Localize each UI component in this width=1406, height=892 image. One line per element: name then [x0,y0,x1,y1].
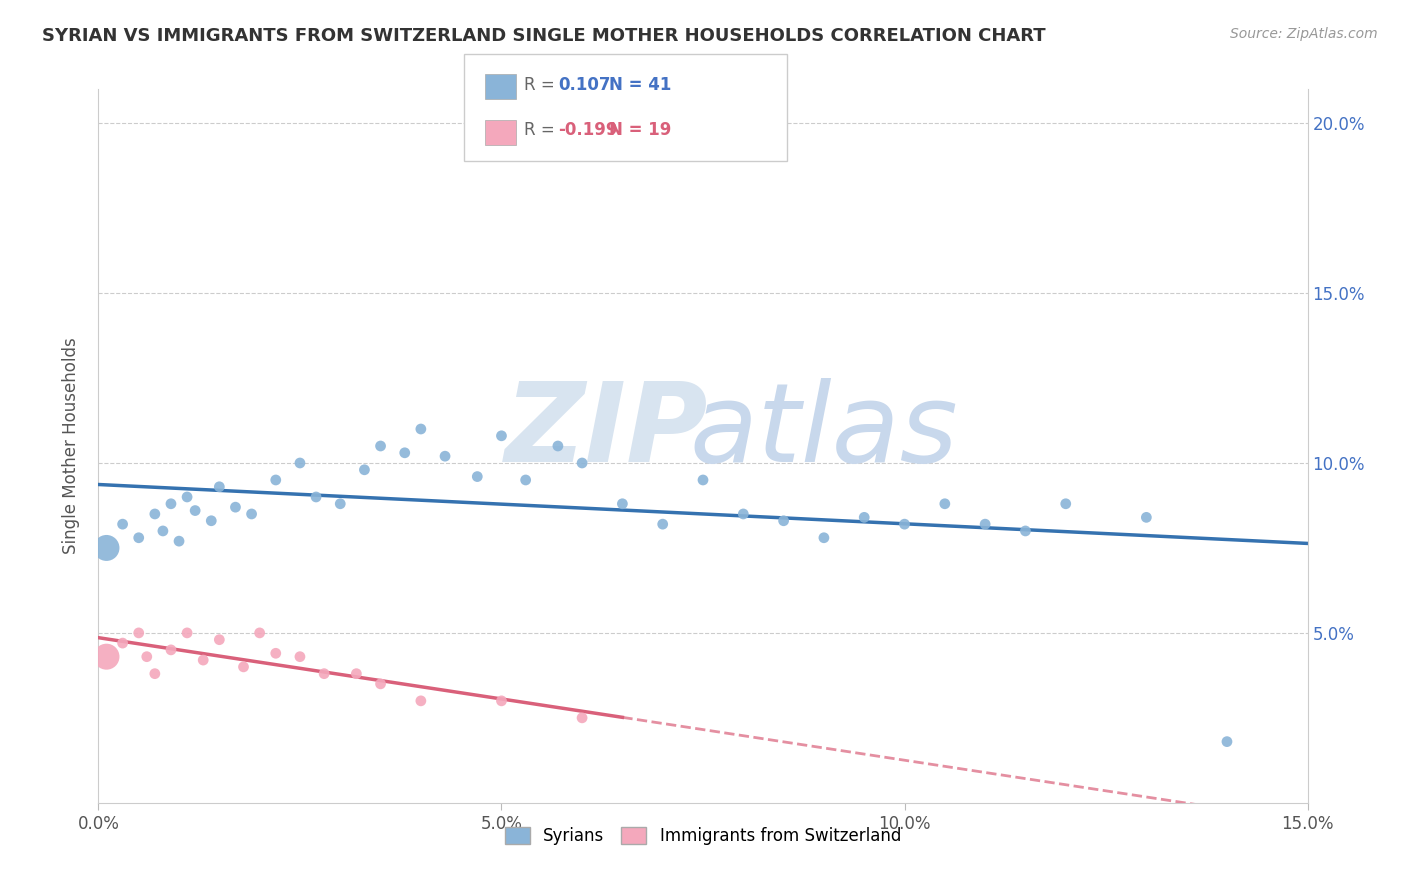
Point [160,643,183,657]
Point [314,666,336,681]
Point [974,517,997,532]
Point [1216,734,1239,748]
Point [288,456,311,470]
Point [1135,510,1157,524]
Text: ZIP: ZIP [505,378,709,485]
Point [853,510,876,524]
Point [135,649,157,664]
Point [143,507,166,521]
Point [232,660,254,674]
Point [571,456,593,470]
Point [176,626,198,640]
Point [264,646,287,660]
Text: atlas: atlas [689,378,959,485]
Point [96,541,118,555]
Text: N = 41: N = 41 [609,76,671,94]
Point [547,439,569,453]
Point [167,534,190,549]
Point [200,514,222,528]
Text: R =: R = [524,121,561,139]
Text: Source: ZipAtlas.com: Source: ZipAtlas.com [1230,27,1378,41]
Text: N = 19: N = 19 [609,121,671,139]
Point [240,507,263,521]
Point [370,439,392,453]
Point [128,626,150,640]
Point [128,531,150,545]
Point [651,517,673,532]
Point [160,497,183,511]
Point [305,490,328,504]
Point [249,626,271,640]
Point [491,694,513,708]
Text: R =: R = [524,76,561,94]
Point [571,711,593,725]
Point [143,666,166,681]
Point [612,497,634,511]
Point [152,524,174,538]
Text: -0.199: -0.199 [558,121,617,139]
Point [893,517,915,532]
Point [1014,524,1036,538]
Point [329,497,352,511]
Text: 0.107: 0.107 [558,76,610,94]
Point [344,666,367,681]
Point [515,473,537,487]
Point [96,649,118,664]
Point [934,497,956,511]
Point [772,514,794,528]
Point [1054,497,1077,511]
Point [692,473,714,487]
Point [370,677,392,691]
Point [465,469,488,483]
Text: SYRIAN VS IMMIGRANTS FROM SWITZERLAND SINGLE MOTHER HOUSEHOLDS CORRELATION CHART: SYRIAN VS IMMIGRANTS FROM SWITZERLAND SI… [42,27,1046,45]
Point [394,446,416,460]
Point [288,649,311,664]
Point [208,480,231,494]
Point [176,490,198,504]
Point [813,531,835,545]
Point [409,422,432,436]
Point [409,694,432,708]
Point [224,500,246,515]
Point [193,653,215,667]
Point [264,473,287,487]
Point [733,507,755,521]
Point [434,449,457,463]
Point [111,636,134,650]
Point [353,463,375,477]
Legend: Syrians, Immigrants from Switzerland: Syrians, Immigrants from Switzerland [498,820,908,852]
Point [184,503,207,517]
Y-axis label: Single Mother Households: Single Mother Households [62,338,80,554]
Point [208,632,231,647]
Point [111,517,134,532]
Point [491,429,513,443]
